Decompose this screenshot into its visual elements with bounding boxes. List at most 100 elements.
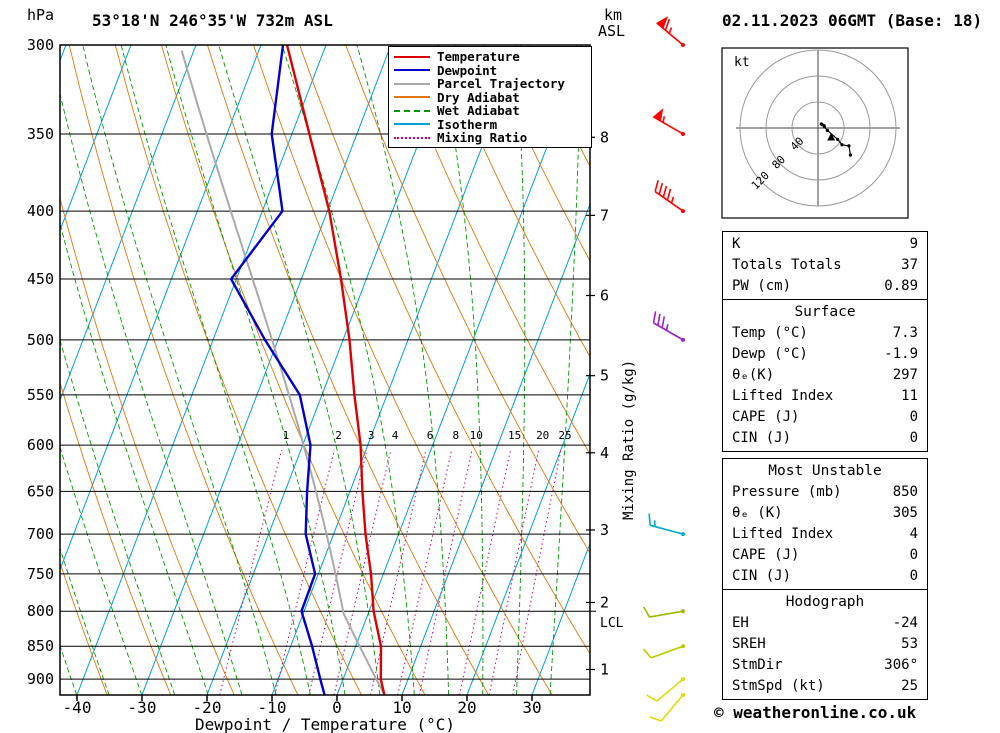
wind-barb [648, 513, 685, 537]
dry-adiabat-line [60, 196, 235, 695]
temp-tick-label: 20 [457, 698, 476, 717]
table-row: Temp (°C) 7.3 [723, 323, 927, 344]
metric-label: Temp (°C) [732, 325, 808, 341]
legend-swatch [394, 136, 430, 139]
mixing-ratio-label: 2 [335, 429, 342, 442]
wet-adiabat-line [60, 222, 209, 695]
legend-item: Dewpoint [389, 63, 591, 78]
wind-barb [642, 644, 685, 659]
table-row: PW (cm) 0.89 [723, 276, 927, 297]
metric-label: K [732, 236, 741, 252]
legend-item: Parcel Trajectory [389, 76, 591, 92]
mixing-ratio-line [370, 449, 427, 695]
hodograph-point [847, 144, 851, 148]
asl-unit-label: ASL [598, 22, 625, 40]
metric-value: 306° [884, 657, 918, 673]
pressure-tick-label: 400 [27, 202, 54, 220]
metric-label: Lifted Index [732, 388, 834, 404]
isotherm-line [141, 45, 392, 695]
metric-value: 53 [901, 636, 918, 652]
pressure-tick-label: 500 [27, 331, 54, 349]
metric-label: StmDir [732, 657, 783, 673]
dry-adiabat-line [991, 45, 1000, 695]
mixing-ratio-label: 4 [392, 429, 399, 442]
legend-label: Parcel Trajectory [437, 76, 565, 92]
x-axis-title: Dewpoint / Temperature (°C) [195, 715, 455, 733]
wind-barb [656, 16, 685, 47]
km-tick-label: 8 [600, 128, 609, 146]
table-row: θₑ (K) 305 [723, 503, 927, 524]
wet-adiabat-line [60, 546, 110, 695]
metric-value: 297 [892, 367, 918, 383]
table-title: Most Unstable [768, 463, 882, 479]
dry-adiabat-line [345, 45, 590, 554]
metric-value: -1.9 [884, 346, 918, 362]
storm-motion-marker [827, 133, 836, 141]
pressure-tick-label: 700 [27, 525, 54, 543]
metric-label: Pressure (mb) [732, 484, 842, 500]
metric-value: 0 [909, 568, 918, 584]
legend-label: Dry Adiabat [437, 89, 520, 105]
dry-adiabat-line [253, 45, 553, 695]
table-row: Lifted Index 11 [723, 386, 927, 407]
legend-item: Temperature [389, 49, 591, 65]
wind-barb [646, 677, 685, 702]
metric-label: Lifted Index [732, 526, 834, 542]
pressure-tick-label: 800 [27, 602, 54, 620]
metric-label: CAPE (J) [732, 547, 800, 563]
parcel-curve [180, 50, 386, 695]
isotherm-line [531, 542, 590, 695]
table-row: StmDir 306° [723, 655, 927, 676]
mixing-ratio-axis-title: Mixing Ratio (g/kg) [621, 360, 637, 520]
metric-value: 7.3 [892, 325, 918, 341]
pressure-tick-label: 550 [27, 386, 54, 404]
legend-label: Wet Adiabat [437, 103, 520, 119]
legend-label: Temperature [437, 49, 520, 65]
table-row: EH -24 [723, 613, 927, 634]
metric-value: 0 [909, 409, 918, 425]
isotherm-line [60, 45, 132, 232]
dry-adiabat-line [391, 45, 590, 456]
mixing-ratio-label: 25 [558, 429, 571, 442]
copyright: © weatheronline.co.uk [714, 703, 917, 722]
pressure-tick-label: 750 [27, 565, 54, 583]
wet-adiabat-line [60, 445, 143, 695]
legend-item: Dry Adiabat [389, 89, 591, 105]
legend-swatch [394, 96, 430, 99]
legend-swatch [394, 123, 430, 126]
metric-value: -24 [892, 615, 918, 631]
hodograph-point [848, 153, 852, 157]
wet-adiabat-line [437, 45, 484, 695]
table-row: CAPE (J) 0 [723, 545, 927, 566]
mixing-ratio-label: 3 [368, 429, 375, 442]
legend-item: Wet Adiabat [389, 103, 591, 119]
metric-value: 850 [892, 484, 918, 500]
metric-label: StmSpd (kt) [732, 678, 825, 694]
table-row: θₑ(K) 297 [723, 365, 927, 386]
metric-value: 25 [901, 678, 918, 694]
pressure-tick-label: 650 [27, 482, 54, 500]
wind-barb [649, 693, 685, 722]
wind-barb [652, 108, 685, 136]
isotherm-line [466, 372, 590, 695]
isotherm-line [401, 202, 590, 695]
metric-value: 4 [909, 526, 918, 542]
isotherm-line [271, 45, 522, 695]
isotherm-line [336, 45, 587, 695]
wet-adiabat-line [165, 45, 346, 695]
dry-adiabat-line [114, 45, 362, 695]
dry-adiabat-line [299, 45, 590, 655]
metric-value: 9 [909, 236, 918, 252]
legend-swatch [394, 82, 430, 85]
table-row: Pressure (mb) 850 [723, 482, 927, 503]
isotherm-line [76, 45, 327, 695]
pressure-tick-label: 850 [27, 637, 54, 655]
hodograph-point [840, 143, 844, 147]
legend-swatch [394, 69, 430, 72]
table-title: Surface [794, 304, 856, 320]
wind-barb [654, 180, 685, 214]
metric-label: Dewp (°C) [732, 346, 808, 362]
mixing-ratio-label: 10 [470, 429, 483, 442]
dry-adiabat-line [160, 45, 426, 695]
